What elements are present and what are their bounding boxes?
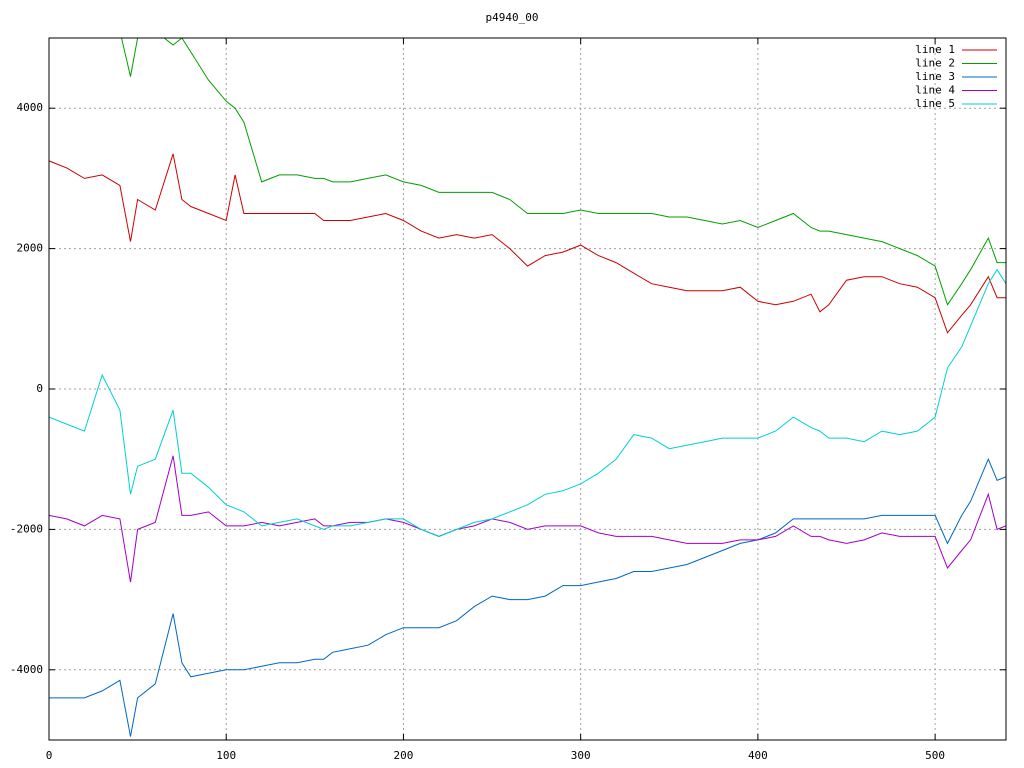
series-line [49,153,1006,334]
y-tick-label: -4000 [10,663,43,676]
x-tick-label: 400 [748,749,768,762]
grid [48,38,1006,740]
plot-border [48,37,1007,741]
plot-area [49,38,1006,737]
y-tick-label: 2000 [17,242,44,255]
x-tick-label: 500 [925,749,945,762]
x-tick-label: 0 [46,749,53,762]
legend-label: line 4 [915,84,955,97]
series-line [49,455,1006,583]
chart-title: p4940_00 [486,11,539,24]
series-line [121,38,1006,306]
legend-label: line 3 [915,70,955,83]
legend-label: line 1 [915,43,955,56]
x-tick-label: 200 [394,749,414,762]
y-tick-label: 4000 [17,101,44,114]
y-tick-label: 0 [36,382,43,395]
y-tick-label: -2000 [10,522,43,535]
x-tick-label: 100 [216,749,236,762]
series-line [49,268,1006,537]
legend-label: line 5 [915,97,955,110]
x-tick-label: 300 [571,749,591,762]
series-line [49,457,1006,737]
legend-label: line 2 [915,57,955,70]
